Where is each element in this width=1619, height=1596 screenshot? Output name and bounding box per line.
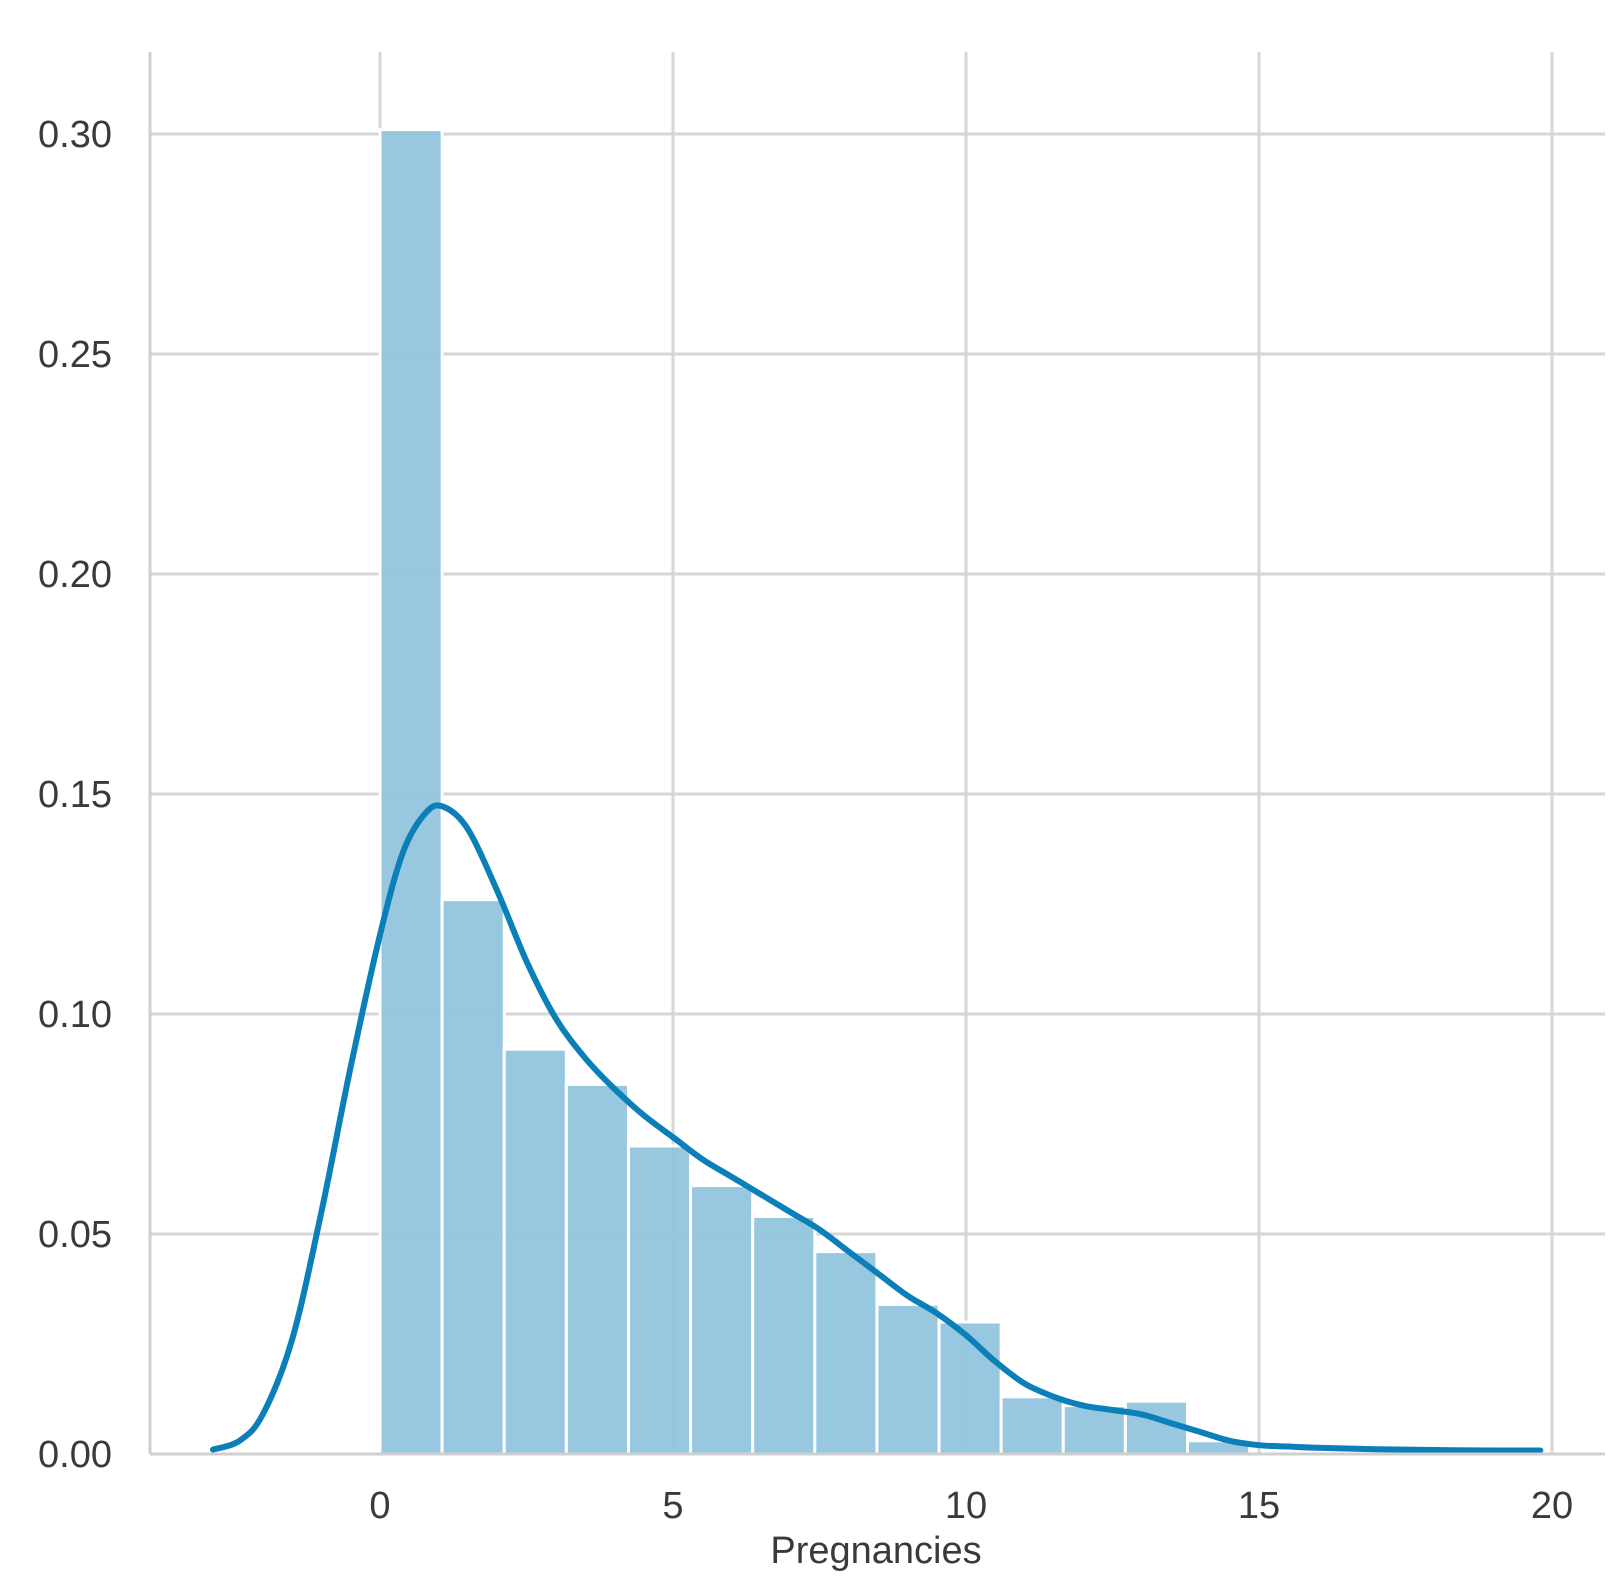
x-tick-label: 0 [369, 1485, 390, 1527]
histogram-bar [1061, 1404, 1127, 1456]
histogram-bars [378, 128, 1252, 1456]
histogram-bar [378, 128, 444, 1456]
kde-curve [210, 802, 1544, 1454]
histogram-bar [626, 1144, 693, 1456]
y-tick-labels: 0.00 0.05 0.10 0.15 0.20 0.25 0.30 [38, 114, 112, 1476]
y-tick-label: 0.00 [38, 1434, 112, 1476]
histogram-bar [502, 1047, 568, 1456]
x-tick-label: 15 [1238, 1485, 1280, 1527]
kde-line [210, 802, 1544, 1454]
y-tick-label: 0.20 [38, 554, 112, 596]
y-tick-label: 0.25 [38, 334, 112, 376]
histogram-bar [751, 1214, 817, 1456]
x-tick-labels: 0 5 10 15 20 [369, 1485, 1573, 1527]
y-tick-label: 0.05 [38, 1214, 112, 1256]
x-tick-label: 20 [1531, 1485, 1573, 1527]
histogram-bar [564, 1082, 630, 1456]
x-tick-label: 5 [662, 1485, 683, 1527]
x-axis-label: Pregnancies [770, 1530, 981, 1572]
histogram-bar [813, 1250, 879, 1456]
axes [148, 52, 1605, 1456]
histogram-bar [875, 1302, 941, 1456]
histogram-bar [999, 1395, 1065, 1456]
y-tick-label: 0.15 [38, 774, 112, 816]
histogram-bar [440, 898, 506, 1456]
y-tick-label: 0.30 [38, 114, 112, 156]
x-tick-label: 10 [945, 1485, 987, 1527]
histogram-bar [689, 1184, 755, 1456]
y-tick-label: 0.10 [38, 994, 112, 1036]
